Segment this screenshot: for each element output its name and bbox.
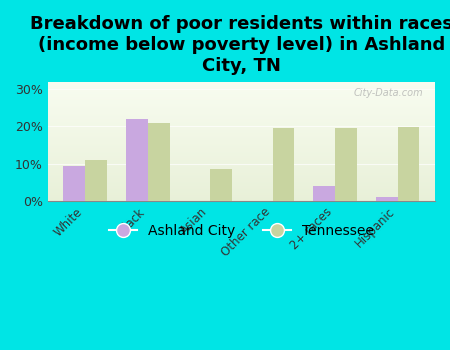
Bar (126, 119, 148, 201)
Bar (85, 160, 107, 201)
Bar (63, 166, 85, 201)
Bar (273, 128, 294, 201)
Title: Breakdown of poor residents within races
(income below poverty level) in Ashland: Breakdown of poor residents within races… (30, 15, 450, 75)
Bar (313, 186, 335, 201)
Bar (397, 127, 419, 201)
Legend: Ashland City, Tennessee: Ashland City, Tennessee (104, 219, 379, 244)
Text: City-Data.com: City-Data.com (354, 88, 423, 98)
Bar (376, 197, 397, 201)
Bar (148, 122, 170, 201)
Bar (335, 128, 357, 201)
Bar (210, 169, 232, 201)
